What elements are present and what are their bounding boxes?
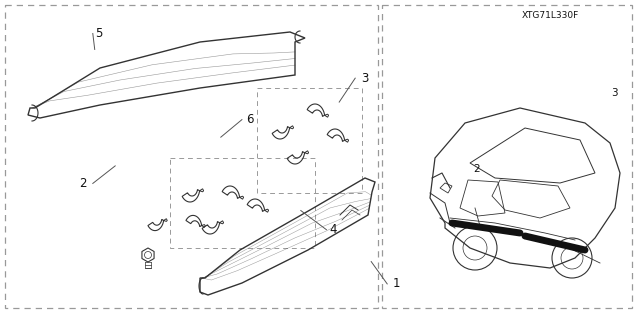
Text: 2: 2 — [474, 164, 480, 174]
Text: XTG71L330F: XTG71L330F — [522, 11, 579, 20]
Text: 6: 6 — [246, 113, 253, 126]
Bar — [170, 158, 315, 248]
Text: 4: 4 — [329, 223, 337, 236]
Bar — [382, 5, 632, 308]
Bar — [257, 88, 362, 193]
Text: 5: 5 — [95, 27, 103, 40]
Bar — [5, 5, 378, 308]
Text: 3: 3 — [611, 87, 618, 98]
Text: 2: 2 — [79, 177, 87, 190]
Text: 1: 1 — [393, 278, 401, 290]
Text: 3: 3 — [361, 72, 369, 85]
